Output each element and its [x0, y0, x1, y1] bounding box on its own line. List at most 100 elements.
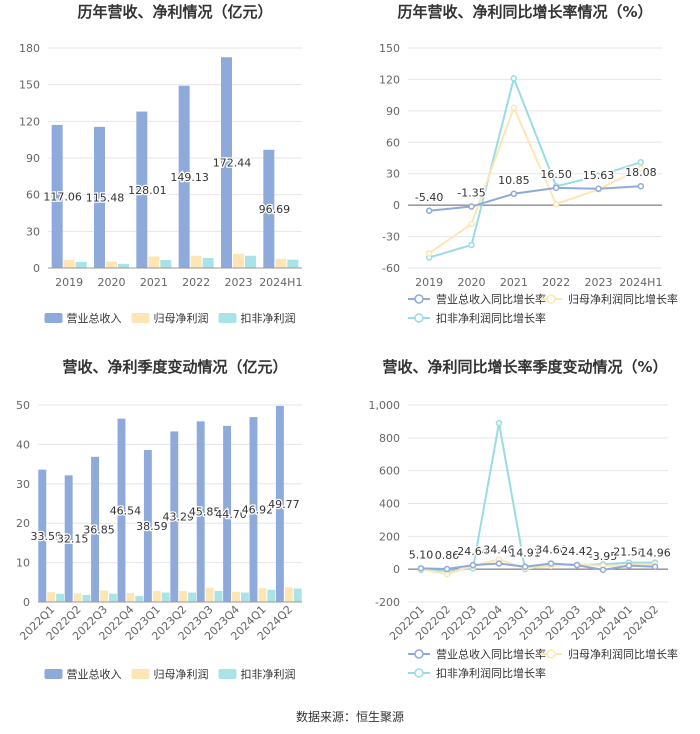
legend-label: 扣非净利润: [241, 667, 296, 681]
data-point: [552, 184, 560, 192]
y-tick-label: 0: [393, 199, 400, 212]
data-label: 172.44: [213, 157, 252, 170]
x-tick-label: 2022: [182, 276, 210, 289]
bar-deducted-profit: [267, 589, 276, 602]
data-label: 34.46: [483, 544, 515, 557]
bar-net-profit: [100, 590, 108, 602]
data-point: [651, 563, 659, 570]
bar-net-profit: [284, 587, 293, 602]
bar-deducted-profit: [160, 259, 172, 268]
legend-label: 归母净利润同比增长率: [568, 292, 678, 306]
bar-revenue: [38, 469, 47, 602]
bar-revenue: [94, 126, 105, 268]
data-point: [469, 561, 477, 569]
quarterly-revenue-profit-chart: 营收、净利季度变动情况（亿元） 0 10 20 30 40 50 33.5932.1536.8…: [16, 358, 302, 681]
bar-revenue: [221, 57, 232, 268]
legend-label: 归母净利润: [154, 311, 209, 325]
data-point: [468, 203, 475, 210]
data-label: 46.92: [242, 504, 274, 517]
data-point: [547, 560, 555, 567]
legend-label: 扣非净利润同比增长率: [436, 666, 546, 680]
legend-label: 归母净利润: [154, 667, 209, 681]
legend-label: 营业总收入: [67, 311, 122, 325]
bar-net-profit: [190, 255, 202, 268]
data-label: 46.54: [110, 504, 142, 517]
x-tick-label: 2020: [458, 276, 486, 289]
y-tick-label: 50: [16, 399, 30, 412]
legend-marker: [546, 649, 556, 659]
data-point: [443, 570, 451, 578]
data-label: 44.70: [215, 508, 247, 521]
y-tick-label: 150: [19, 79, 40, 92]
data-label: 117.06: [43, 190, 82, 203]
data-label: 49.77: [268, 498, 300, 511]
quarterly-growth-rate-chart: 营收、净利同比增长率季度变动情况（%） -200 0 200 400 600 800 1,00…: [369, 358, 679, 680]
bar-deducted-profit: [287, 259, 299, 268]
x-tick-label: 2023: [225, 276, 253, 289]
bar-net-profit: [179, 590, 188, 602]
bar-revenue: [249, 417, 258, 602]
data-point: [552, 200, 560, 208]
data-label: 21.58: [613, 546, 645, 559]
bar-net-profit: [148, 256, 160, 268]
y-tick-label: 60: [386, 136, 400, 149]
y-tick-label: 120: [379, 73, 400, 86]
series-line-2: [428, 75, 642, 259]
bar-revenue: [178, 85, 190, 268]
data-label: 32.15: [57, 533, 89, 546]
y-tick-label: -30: [382, 231, 400, 244]
data-point: [468, 241, 475, 249]
series-line-0: [429, 185, 641, 212]
bar-deducted-profit: [135, 596, 144, 602]
data-label: 16.50: [540, 168, 572, 181]
chart-title-0: 历年营收、净利情况（亿元）: [77, 3, 272, 21]
x-tick-label: 2019: [415, 276, 443, 289]
bar-net-profit: [232, 591, 240, 602]
bar-revenue: [136, 111, 148, 268]
bar-revenue: [117, 418, 126, 602]
data-point: [637, 158, 645, 166]
data-label: 0.86: [435, 549, 460, 562]
series-line-1: [428, 105, 642, 255]
data-point: [510, 104, 518, 111]
y-tick-label: 40: [16, 438, 30, 451]
bar-net-profit: [73, 593, 82, 602]
data-point: [573, 561, 581, 569]
legend-label: 扣非净利润: [241, 311, 296, 325]
bar-revenue: [64, 475, 73, 602]
y-tick-label: 10: [16, 557, 30, 570]
bar-deducted-profit: [75, 261, 87, 268]
y-tick-label: 30: [26, 225, 40, 238]
chart-title-3: 营收、净利同比增长率季度变动情况（%）: [382, 358, 667, 376]
bar-net-profit: [205, 587, 214, 602]
bar-deducted-profit: [202, 257, 214, 268]
legend-swatch: [218, 669, 237, 679]
data-point: [468, 220, 475, 228]
legend-swatch: [131, 669, 150, 679]
bar-revenue: [263, 149, 275, 268]
bar-deducted-profit: [240, 592, 249, 602]
chart-title-2: 营收、净利季度变动情况（亿元）: [62, 358, 287, 376]
bar-revenue: [170, 431, 179, 602]
data-point: [495, 560, 503, 567]
bar-revenue: [223, 425, 232, 602]
bar-net-profit: [106, 261, 117, 268]
data-label: -5.40: [415, 191, 443, 204]
x-tick-label: 2021: [500, 276, 528, 289]
legend-label: 营业总收入同比增长率: [436, 292, 546, 306]
x-tick-label: 2022: [542, 276, 570, 289]
y-tick-label: 800: [379, 432, 400, 445]
y-tick-label: 180: [19, 42, 40, 55]
x-tick-label: 2021: [140, 276, 168, 289]
x-tick-label: 2019: [55, 276, 83, 289]
bar-net-profit: [63, 260, 75, 268]
legend-marker: [414, 668, 424, 678]
y-tick-label: 150: [379, 42, 400, 55]
legend-label: 营业总收入同比增长率: [436, 647, 546, 661]
data-label: -3.95: [589, 550, 617, 563]
legend-marker: [414, 313, 424, 323]
data-label: 33.59: [30, 530, 62, 543]
y-tick-label: 200: [379, 530, 400, 543]
data-point: [495, 419, 503, 427]
